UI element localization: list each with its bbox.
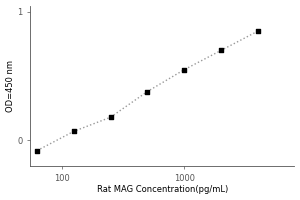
Point <box>71 130 76 133</box>
Point <box>145 90 150 93</box>
Y-axis label: OD=450 nm: OD=450 nm <box>6 60 15 112</box>
Point <box>34 149 39 152</box>
Point <box>182 68 187 71</box>
Point <box>255 30 260 33</box>
X-axis label: Rat MAG Concentration(pg/mL): Rat MAG Concentration(pg/mL) <box>97 185 228 194</box>
Point <box>108 116 113 119</box>
Point <box>218 49 223 52</box>
